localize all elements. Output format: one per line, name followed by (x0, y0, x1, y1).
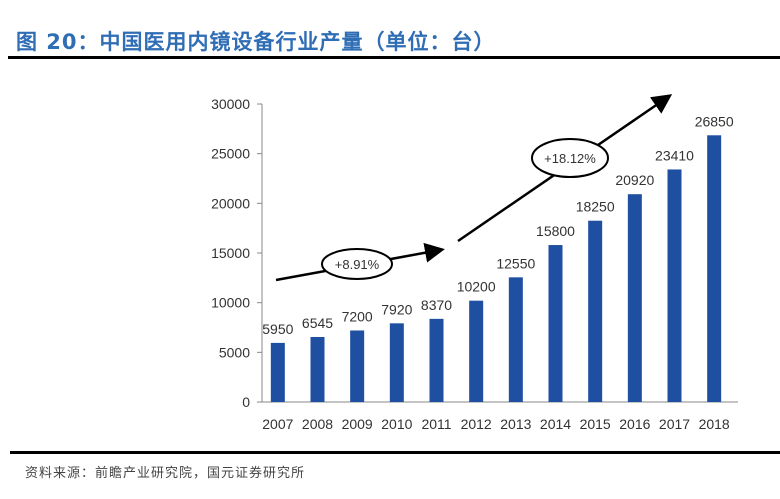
y-tick-label: 10000 (211, 295, 250, 311)
bar (469, 300, 484, 402)
y-tick-label: 30000 (211, 96, 250, 112)
growth-annotation: +8.91% (335, 257, 380, 272)
bar (350, 330, 365, 402)
x-tick-label: 2009 (342, 416, 373, 432)
x-tick-label: 2013 (500, 416, 531, 432)
annotation-ellipse (531, 138, 609, 178)
data-label: 7920 (381, 301, 412, 317)
y-tick-label: 5000 (219, 344, 250, 360)
data-label: 23410 (655, 147, 694, 163)
bar (548, 245, 563, 402)
top-divider (8, 56, 780, 59)
bar (707, 135, 722, 403)
y-tick-label: 20000 (211, 195, 250, 211)
growth-annotation: +18.12% (544, 151, 596, 166)
bar (389, 323, 404, 402)
bar (310, 336, 325, 402)
x-tick-label: 2017 (659, 416, 690, 432)
x-tick-label: 2010 (381, 416, 412, 432)
data-label: 10200 (457, 279, 496, 295)
data-label: 6545 (302, 315, 333, 331)
bar (429, 318, 444, 402)
x-tick-label: 2007 (262, 416, 293, 432)
x-tick-label: 2011 (421, 416, 451, 432)
annotation-ellipse (321, 248, 393, 280)
x-tick-label: 2016 (619, 416, 650, 432)
bottom-divider (10, 451, 780, 454)
y-tick-label: 25000 (211, 146, 250, 162)
bar (508, 277, 523, 402)
y-tick-label: 0 (242, 394, 250, 410)
bar (667, 169, 682, 402)
x-tick-label: 2012 (461, 416, 492, 432)
data-label: 8370 (421, 297, 452, 313)
y-tick-label: 15000 (211, 245, 250, 261)
data-label: 18250 (576, 199, 615, 215)
figure-title: 图 20：中国医用内镜设备行业产量（单位：台） (16, 30, 496, 54)
bar (270, 342, 285, 402)
x-tick-label: 2014 (540, 416, 571, 432)
bar (627, 194, 642, 402)
data-label: 26850 (695, 113, 734, 129)
data-label: 12550 (496, 255, 535, 271)
x-tick-label: 2018 (699, 416, 730, 432)
x-tick-label: 2015 (580, 416, 611, 432)
x-tick-label: 2008 (302, 416, 333, 432)
data-label: 7200 (342, 308, 373, 324)
data-label: 15800 (536, 223, 575, 239)
bar (588, 220, 603, 402)
data-label: 5950 (262, 321, 293, 337)
source-note: 资料来源：前瞻产业研究院，国元证券研究所 (25, 466, 306, 481)
data-label: 20920 (615, 172, 654, 188)
